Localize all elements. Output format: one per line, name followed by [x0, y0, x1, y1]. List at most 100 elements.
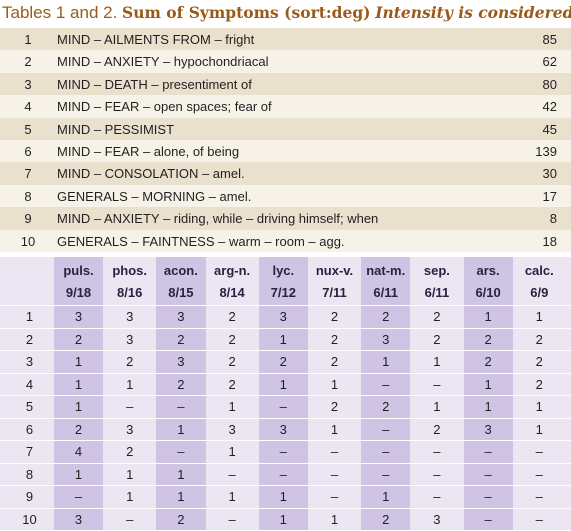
cell: 1 — [382, 354, 390, 369]
cell: 1 — [279, 376, 287, 392]
cell: 1 — [484, 376, 492, 392]
cell: 2 — [177, 376, 185, 392]
row-number: 7 — [25, 444, 34, 459]
row-separator — [0, 462, 571, 464]
row-number: 4 — [25, 376, 34, 392]
column-name: sep. — [423, 263, 450, 278]
cell: 2 — [228, 354, 236, 369]
rubric: MIND – PESSIMIST — [57, 121, 175, 137]
column-shade — [156, 257, 206, 530]
cell: 1 — [74, 466, 83, 482]
column-ratio: 6/10 — [475, 285, 501, 300]
title-note: Intensity is considered — [375, 3, 571, 22]
rubric: MIND – CONSOLATION – amel. — [57, 166, 245, 182]
cell: 3 — [433, 511, 441, 527]
cell: – — [382, 444, 390, 459]
rubric: MIND – FEAR – open spaces; fear of — [57, 99, 272, 115]
row-number: 6 — [25, 421, 34, 437]
title: Tables 1 and 2. Sum of Symptoms (sort:de… — [2, 3, 571, 23]
rubric: GENERALS – MORNING – amel. — [57, 188, 252, 204]
cell: 2 — [126, 444, 134, 459]
title-prefix: Tables 1 and 2. — [2, 3, 118, 22]
table-2: puls. 9/18 phos. 8/16 acon. 8/15 arg-n. 8/14 lyc… — [0, 257, 571, 531]
cell: – — [126, 511, 134, 527]
column-shade — [258, 257, 308, 530]
cell: – — [228, 466, 236, 482]
cell: 1 — [535, 309, 543, 324]
cell: 1 — [228, 489, 236, 504]
cell: 1 — [484, 309, 492, 324]
row-number: 2 — [24, 54, 32, 70]
cell: 2 — [74, 421, 83, 437]
cell: 1 — [433, 399, 441, 414]
cell: 2 — [330, 331, 339, 347]
row-separator — [0, 305, 571, 306]
cell: 2 — [535, 376, 543, 392]
column-name: phos. — [112, 263, 148, 278]
column-name: puls. — [63, 263, 94, 278]
row-number: 1 — [24, 32, 32, 47]
cell: 2 — [382, 399, 390, 414]
cell: – — [279, 444, 287, 459]
column-shade — [361, 257, 411, 530]
column-ratio: 7/12 — [270, 285, 296, 300]
cell: – — [330, 444, 339, 459]
cell: – — [535, 466, 543, 482]
cell: – — [484, 511, 492, 527]
cell: 2 — [484, 331, 492, 347]
table-1-row: 8 GENERALS – MORNING – amel. 17 — [0, 184, 571, 208]
cell: 1 — [228, 444, 236, 459]
cell: 3 — [126, 309, 134, 324]
table-1-row: 3 MIND – DEATH – presentiment of 80 — [0, 72, 571, 96]
cell: – — [177, 444, 185, 459]
count: 17 — [542, 188, 557, 204]
cell: 1 — [330, 511, 339, 527]
cell: – — [279, 466, 287, 482]
cell: – — [279, 399, 287, 414]
cell: – — [535, 489, 543, 504]
column-shade — [54, 257, 104, 530]
cell: 2 — [433, 331, 441, 347]
cell: 2 — [484, 354, 492, 369]
cell: 2 — [330, 309, 339, 324]
row-separator — [0, 327, 571, 329]
row-separator — [0, 485, 571, 486]
cell: 3 — [74, 511, 83, 527]
cell: 2 — [535, 354, 543, 369]
cell: 3 — [177, 354, 185, 369]
cell: – — [330, 466, 339, 482]
cell: 2 — [228, 309, 236, 324]
row-number: 3 — [25, 354, 34, 369]
count: 45 — [542, 121, 557, 137]
rubric: MIND – AILMENTS FROM – fright — [57, 32, 255, 47]
cell: – — [535, 511, 543, 527]
count: 62 — [542, 54, 557, 70]
column-ratio: 6/11 — [373, 285, 398, 300]
cell: 2 — [382, 511, 390, 527]
count: 30 — [542, 166, 557, 182]
row-number: 5 — [25, 399, 34, 414]
cell: 1 — [228, 399, 236, 414]
cell: 3 — [279, 421, 287, 437]
column-ratio: 8/16 — [117, 285, 143, 300]
cell: – — [382, 466, 390, 482]
row-number: 3 — [24, 76, 32, 92]
cell: 2 — [74, 331, 83, 347]
column-shade — [463, 257, 513, 530]
column-ratio: 6/11 — [424, 285, 450, 300]
cell: 1 — [126, 376, 134, 392]
cell: 1 — [126, 466, 134, 482]
column-ratio: 8/14 — [219, 285, 245, 300]
row-number: 8 — [24, 188, 32, 204]
count: 139 — [535, 144, 557, 159]
rubric: GENERALS – FAINTNESS – warm – room – agg… — [57, 233, 345, 249]
cell: – — [484, 444, 492, 459]
row-number: 5 — [24, 121, 32, 137]
table-1-row: 4 MIND – FEAR – open spaces; fear of 42 — [0, 95, 571, 118]
column-ratio: 8/15 — [168, 285, 194, 300]
row-separator — [0, 372, 571, 374]
cell: 1 — [382, 489, 390, 504]
cell: 1 — [330, 421, 339, 437]
count: 8 — [549, 211, 557, 227]
